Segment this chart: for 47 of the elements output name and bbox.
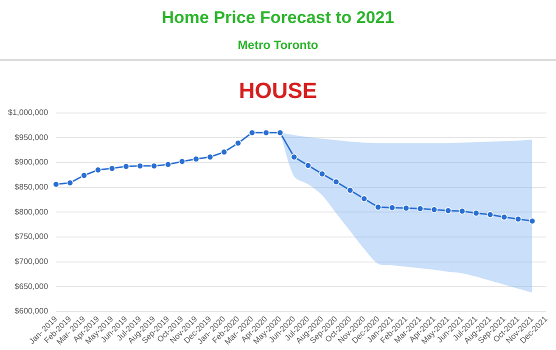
y-tick-label: $600,000	[14, 306, 49, 316]
point	[346, 186, 354, 194]
point	[122, 163, 130, 170]
y-tick-label: $1,000,000	[8, 108, 49, 118]
point	[178, 158, 186, 165]
point	[220, 148, 228, 156]
point	[192, 156, 200, 162]
point	[80, 172, 88, 179]
point	[500, 214, 508, 220]
text: HOUSE	[238, 78, 318, 104]
y-tick-label: $800,000	[14, 207, 49, 216]
y-tick-label: $950,000	[14, 132, 49, 142]
point	[52, 180, 60, 188]
y-tick-label: $850,000	[14, 182, 49, 192]
point	[164, 161, 172, 168]
point	[66, 179, 74, 186]
point	[402, 204, 410, 212]
point	[136, 162, 144, 170]
chart-subtitle: Metro Toronto	[236, 38, 320, 52]
point	[416, 205, 424, 212]
point	[360, 195, 368, 202]
point	[528, 218, 536, 224]
y-tick-label: $750,000	[14, 232, 49, 242]
point	[430, 206, 438, 214]
point	[206, 154, 214, 160]
point	[304, 162, 312, 169]
point	[234, 140, 242, 146]
point	[486, 211, 494, 218]
y-tick-label: $650,000	[14, 282, 49, 291]
point	[276, 129, 284, 136]
point	[458, 208, 466, 215]
chart-title: Home Price Forecast to 2021	[160, 8, 396, 28]
point	[150, 162, 158, 170]
point	[108, 165, 116, 172]
point	[444, 207, 452, 214]
point	[332, 178, 340, 186]
y-tick-label: $700,000	[14, 256, 49, 266]
point	[94, 166, 102, 174]
point	[472, 210, 480, 217]
point	[318, 170, 326, 178]
point	[388, 204, 396, 212]
y-tick-label: $900,000	[14, 158, 49, 167]
point	[248, 129, 256, 136]
point	[262, 129, 270, 136]
point	[514, 216, 522, 222]
point	[290, 154, 298, 160]
point	[374, 204, 382, 211]
